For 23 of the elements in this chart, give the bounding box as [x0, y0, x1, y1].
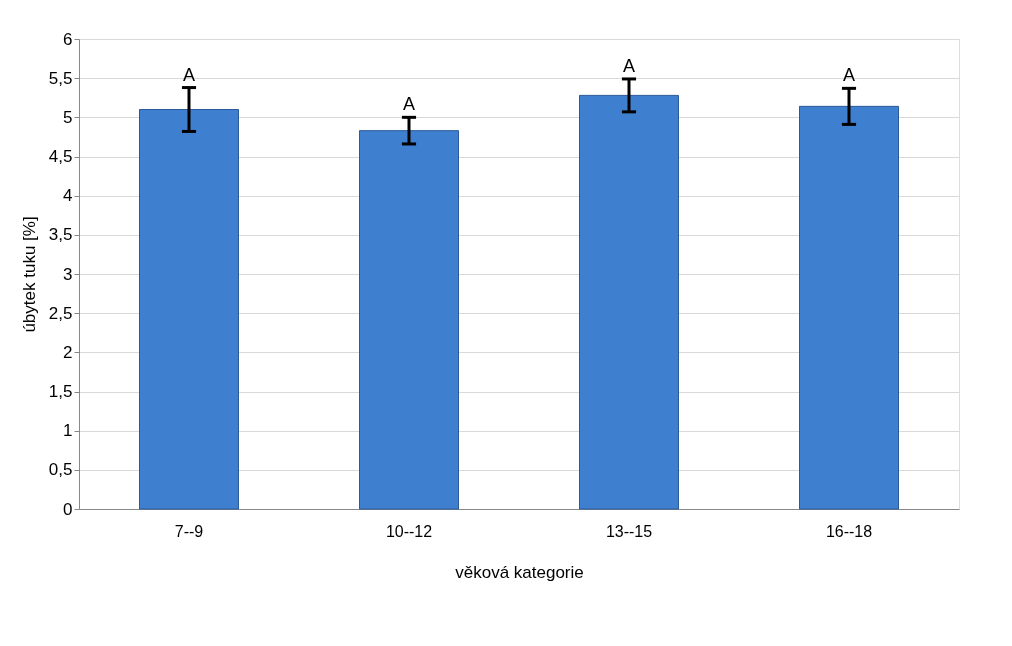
- annotation: A: [182, 64, 196, 85]
- y-tick-label: 1: [63, 421, 73, 441]
- y-tick-label: 6: [63, 29, 73, 49]
- annotation: A: [842, 65, 856, 86]
- y-tick-label: 0,5: [48, 460, 73, 480]
- y-tick-label: 1,5: [48, 382, 73, 401]
- x-tick-label: 7--9: [174, 522, 204, 540]
- y-tick-label: 2,5: [48, 303, 73, 323]
- x-tick-label: 16--18: [825, 522, 873, 540]
- y-axis-title: úbytek tuku [%]: [19, 216, 39, 333]
- annotation: A: [622, 55, 636, 76]
- y-tick-label: 4: [63, 186, 73, 206]
- y-tick-label: 3,5: [48, 225, 73, 245]
- y-tick-label: 4,5: [48, 147, 73, 166]
- annotation: A: [402, 94, 416, 115]
- x-tick-label: 10--12: [385, 522, 433, 540]
- y-tick-label: 3: [63, 264, 73, 284]
- y-tick-label: 5,5: [48, 68, 73, 88]
- y-tick-label: 5: [63, 107, 73, 127]
- x-tick-label: 13--15: [605, 522, 653, 540]
- y-tick-label: 0: [63, 499, 73, 519]
- y-tick-label: 2: [63, 342, 73, 362]
- x-axis-title: věková kategorie: [455, 562, 584, 582]
